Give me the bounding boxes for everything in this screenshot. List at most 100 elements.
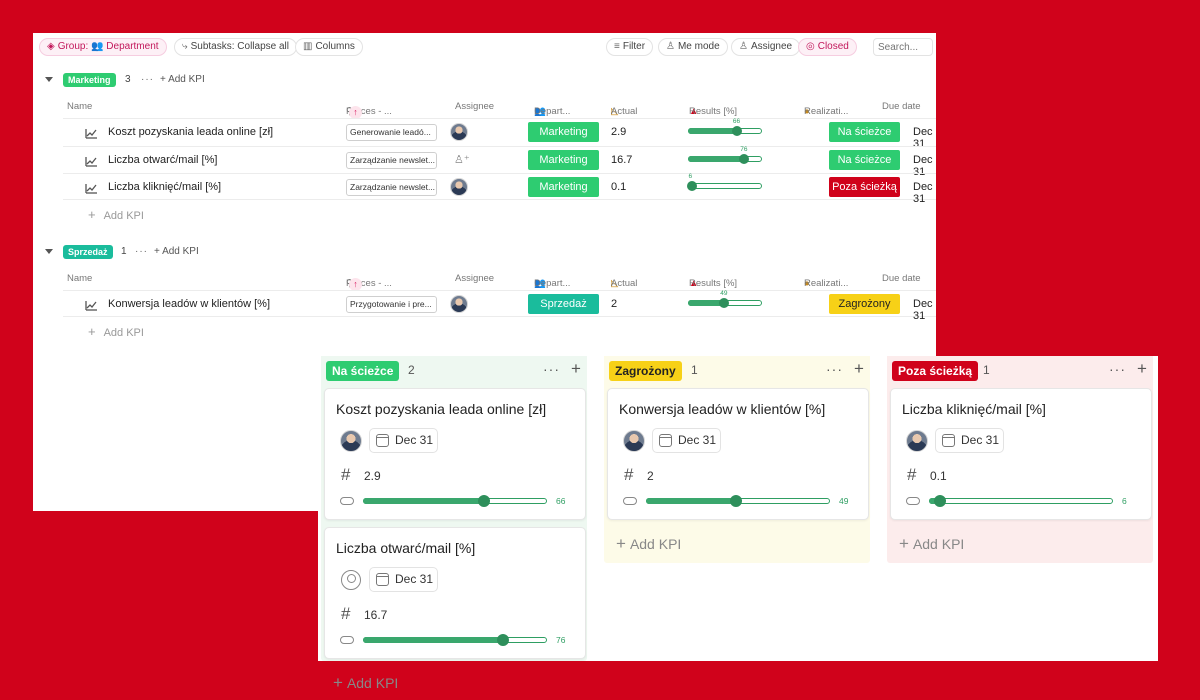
- more-icon[interactable]: ···: [543, 361, 560, 377]
- actual-value[interactable]: 2: [647, 469, 654, 483]
- add-kpi-button[interactable]: + Add KPI: [899, 534, 965, 553]
- avatar[interactable]: [623, 430, 645, 452]
- results-slider[interactable]: 49: [688, 290, 762, 308]
- add-kpi-button[interactable]: + Add KPI: [616, 534, 682, 553]
- status-badge[interactable]: Zagrożony: [829, 294, 900, 314]
- add-assignee-icon[interactable]: ♙⁺: [454, 153, 470, 166]
- add-kpi-button[interactable]: + Add KPI: [333, 673, 399, 692]
- table-row[interactable]: Koszt pozyskania leada online [zł] Genero…: [63, 118, 936, 150]
- sort-arrow-icon[interactable]: ↑: [349, 106, 362, 119]
- results-slider[interactable]: 6: [687, 173, 762, 191]
- kpi-card[interactable]: Liczba kliknięć/mail [%] Dec 31 #0.1 6: [890, 388, 1152, 520]
- slider-knob[interactable]: [719, 298, 730, 308]
- kpi-card[interactable]: Liczba otwarć/mail [%] Dec 31 #16.7 76: [324, 527, 586, 659]
- avatar[interactable]: [450, 123, 468, 141]
- department-tag[interactable]: Marketing: [528, 149, 599, 170]
- column-assignee[interactable]: Assignee: [455, 273, 495, 284]
- add-kpi-button[interactable]: + Add KPI: [160, 74, 205, 85]
- slider-knob[interactable]: [687, 181, 698, 191]
- slider-knob[interactable]: [730, 495, 743, 507]
- slider-knob[interactable]: [731, 126, 742, 136]
- kpi-name[interactable]: Liczba otwarć/mail [%]: [108, 153, 218, 166]
- group-by-button[interactable]: ◈ Group: 👥 Department: [39, 38, 167, 56]
- card-title[interactable]: Liczba otwarć/mail [%]: [336, 540, 476, 556]
- progress-slider[interactable]: [363, 495, 547, 507]
- results-slider[interactable]: 66: [688, 118, 762, 136]
- department-tag[interactable]: Sprzedaż: [528, 294, 599, 314]
- actual-value[interactable]: 0.1: [930, 469, 947, 483]
- me-mode-button[interactable]: ♙ Me mode: [658, 38, 728, 56]
- card-title[interactable]: Liczba kliknięć/mail [%]: [902, 401, 1046, 417]
- progress-slider[interactable]: [929, 495, 1113, 507]
- slider-knob[interactable]: [934, 495, 947, 507]
- sort-arrow-icon[interactable]: ↑: [349, 278, 362, 291]
- more-icon[interactable]: ···: [1109, 361, 1126, 377]
- avatar[interactable]: [340, 430, 362, 452]
- assignee-button[interactable]: ♙ Assignee: [731, 38, 801, 56]
- kpi-name[interactable]: Liczba kliknięć/mail [%]: [108, 181, 222, 193]
- due-date-pill[interactable]: Dec 31: [652, 428, 721, 453]
- column-assignee[interactable]: Assignee: [455, 101, 495, 112]
- table-row[interactable]: Konwersja leadów w klientów [%] Przygotow…: [63, 290, 936, 322]
- column-name[interactable]: Name: [67, 273, 93, 284]
- results-slider[interactable]: 76: [688, 146, 762, 164]
- due-date[interactable]: Dec 31: [913, 298, 933, 322]
- card-title[interactable]: Koszt pozyskania leada online [zł]: [336, 401, 547, 417]
- actual-value[interactable]: 16.7: [611, 153, 633, 166]
- department-tag[interactable]: Marketing: [528, 122, 599, 142]
- subtasks-button[interactable]: ⤷ Subtasks: Collapse all: [174, 38, 297, 56]
- actual-value[interactable]: 2.9: [364, 469, 381, 483]
- column-due-date[interactable]: Due date: [882, 101, 921, 112]
- avatar[interactable]: [450, 178, 468, 196]
- plus-icon[interactable]: +: [854, 359, 864, 378]
- add-kpi-row[interactable]: + Add KPI: [88, 324, 144, 339]
- plus-icon[interactable]: +: [571, 359, 581, 378]
- due-date-pill[interactable]: Dec 31: [935, 428, 1004, 453]
- due-date[interactable]: Dec 31: [913, 153, 933, 178]
- due-date[interactable]: Dec 31: [913, 126, 933, 150]
- add-kpi-button[interactable]: + Add KPI: [154, 246, 199, 257]
- process-field[interactable]: Generowanie leadó...: [346, 124, 437, 141]
- kpi-name[interactable]: Koszt pozyskania leada online [zł]: [108, 126, 274, 138]
- process-field[interactable]: Zarządzanie newslet...: [346, 179, 437, 196]
- columns-button[interactable]: ▥ Columns: [295, 38, 363, 56]
- due-date-pill[interactable]: Dec 31: [369, 567, 438, 592]
- avatar[interactable]: [906, 430, 928, 452]
- department-tag[interactable]: Marketing: [528, 177, 599, 197]
- user-circle-icon[interactable]: [341, 570, 361, 590]
- actual-value[interactable]: 16.7: [364, 608, 388, 622]
- column-due-date[interactable]: Due date: [882, 273, 921, 284]
- more-icon[interactable]: ···: [141, 74, 154, 85]
- slider-knob[interactable]: [496, 634, 509, 646]
- more-icon[interactable]: ···: [135, 246, 148, 257]
- due-date-pill[interactable]: Dec 31: [369, 428, 438, 453]
- actual-value[interactable]: 2: [611, 298, 618, 310]
- kpi-card[interactable]: Koszt pozyskania leada online [zł] Dec 31…: [324, 388, 586, 520]
- avatar[interactable]: [450, 295, 468, 313]
- column-name[interactable]: Name: [67, 101, 93, 112]
- card-title[interactable]: Konwersja leadów w klientów [%]: [619, 401, 826, 417]
- actual-value[interactable]: 0.1: [611, 181, 627, 193]
- kpi-card[interactable]: Konwersja leadów w klientów [%] Dec 31 #2 4…: [607, 388, 869, 520]
- progress-slider[interactable]: [363, 634, 547, 646]
- due-date[interactable]: Dec 31: [913, 181, 933, 205]
- more-icon[interactable]: ···: [826, 361, 843, 377]
- closed-button[interactable]: ◎ Closed: [798, 38, 857, 56]
- plus-icon[interactable]: +: [1137, 359, 1147, 378]
- process-field[interactable]: Przygotowanie i pre...: [346, 296, 437, 313]
- status-badge[interactable]: Na ścieżce: [829, 149, 900, 170]
- process-field[interactable]: Zarządzanie newslet...: [346, 151, 437, 169]
- collapse-caret-icon[interactable]: [45, 77, 53, 82]
- slider-knob[interactable]: [478, 495, 491, 507]
- kpi-name[interactable]: Konwersja leadów w klientów [%]: [108, 298, 271, 310]
- filter-button[interactable]: ≡ Filter: [606, 38, 654, 56]
- table-row[interactable]: Liczba otwarć/mail [%] Zarządzanie newsle…: [63, 145, 936, 178]
- add-kpi-row[interactable]: + Add KPI: [88, 207, 144, 222]
- table-row[interactable]: Liczba kliknięć/mail [%] Zarządzanie news…: [63, 173, 936, 205]
- progress-slider[interactable]: [646, 495, 830, 507]
- collapse-caret-icon[interactable]: [45, 249, 53, 254]
- status-badge[interactable]: Na ścieżce: [829, 122, 900, 142]
- slider-knob[interactable]: [739, 153, 750, 164]
- actual-value[interactable]: 2.9: [611, 126, 627, 138]
- status-badge[interactable]: Poza ścieżką: [829, 177, 900, 197]
